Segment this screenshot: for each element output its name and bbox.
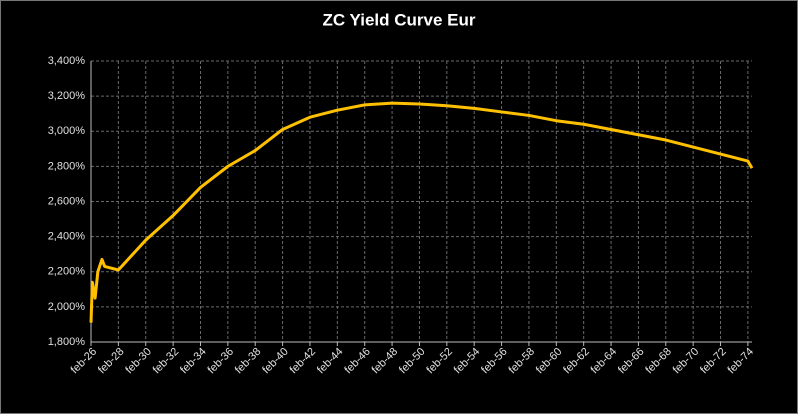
y-tick-label: 1,800% (48, 336, 86, 348)
y-tick-label: 2,000% (48, 301, 86, 313)
y-tick-label: 2,600% (48, 195, 86, 207)
chart-title: ZC Yield Curve Eur (322, 10, 475, 29)
y-tick-label: 3,400% (48, 55, 86, 67)
y-tick-label: 2,800% (48, 160, 86, 172)
y-tick-label: 2,400% (48, 231, 86, 243)
y-tick-label: 3,200% (48, 90, 86, 102)
series-line (89, 101, 754, 323)
y-tick-label: 2,200% (48, 266, 86, 278)
y-tick-label: 3,000% (48, 125, 86, 137)
